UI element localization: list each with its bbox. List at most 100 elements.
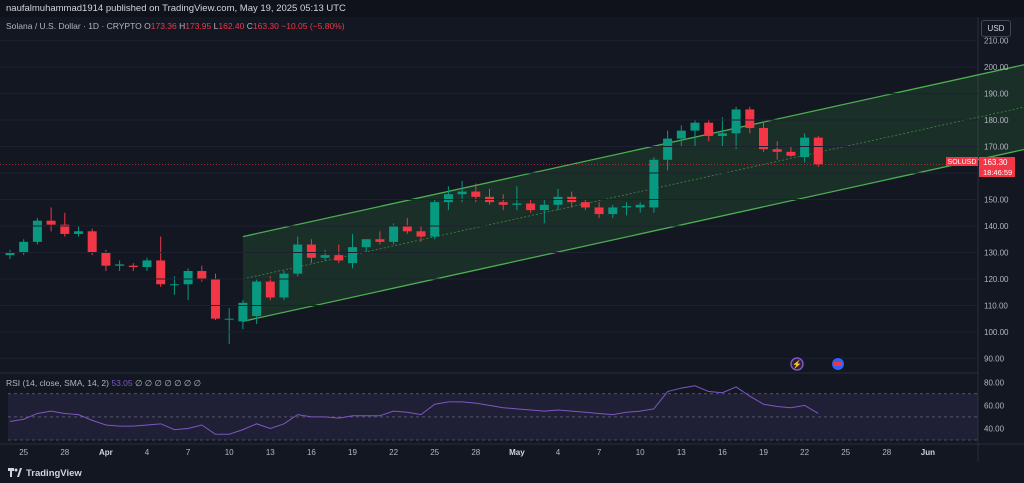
- rsi-value: 53.05: [111, 378, 133, 388]
- candle-body: [443, 194, 453, 203]
- event-icon-earnings[interactable]: [832, 358, 844, 370]
- candle-body: [197, 271, 207, 279]
- candle: [622, 202, 631, 216]
- candle-body: [649, 159, 659, 208]
- close-label: C: [246, 21, 253, 31]
- candle-body: [32, 220, 42, 242]
- price-axis[interactable]: 90.00 100.00 110.00 120.00 130.00 140.00 150.0…: [0, 37, 1009, 364]
- publish-info: naufalmuhammad1914 published on TradingV…: [6, 3, 346, 14]
- rsi-pane: 40.00 60.00 80.00: [8, 378, 1005, 441]
- last-price-tag: SOLUSD 163.30 18:46:59: [946, 157, 1015, 177]
- candle: [306, 239, 316, 264]
- time-tick-label: 25: [841, 448, 850, 457]
- candle: [430, 199, 440, 240]
- event-icon-dividend[interactable]: ⚡: [790, 357, 804, 371]
- rsi-legend[interactable]: RSI (14, close, SMA, 14, 2) 53.05 ∅ ∅ ∅ …: [6, 378, 201, 389]
- candle-body: [169, 284, 179, 286]
- time-tick-label: 22: [800, 448, 809, 457]
- channel-upper-line: [242, 64, 1024, 238]
- candle-body: [608, 207, 618, 215]
- price-tick-label: 180.00: [984, 116, 1009, 125]
- candle: [361, 239, 371, 253]
- candle-body: [635, 204, 645, 208]
- candle-body: [306, 244, 316, 258]
- candle: [101, 249, 111, 272]
- candle: [211, 273, 220, 321]
- time-tick-label: 10: [225, 448, 234, 457]
- brand-name: TradingView: [26, 467, 82, 479]
- price-tick-label: 190.00: [984, 90, 1009, 99]
- currency-button[interactable]: USD: [981, 20, 1011, 37]
- candle: [128, 263, 138, 272]
- rsi-tick-label: 40.00: [984, 424, 1005, 433]
- candle: [772, 141, 782, 160]
- price-tick-label: 200.00: [984, 63, 1009, 72]
- candle-body: [800, 137, 810, 158]
- time-tick-label: May: [509, 448, 525, 457]
- candle-body: [156, 260, 166, 285]
- candle-body: [389, 225, 399, 242]
- candle: [74, 225, 83, 237]
- candle: [635, 202, 645, 213]
- candle-body: [74, 231, 83, 234]
- tradingview-logo-icon: [8, 468, 22, 477]
- candle-body: [211, 278, 220, 319]
- candle-body: [46, 220, 56, 225]
- candle: [649, 157, 659, 213]
- price-tick-label: 170.00: [984, 143, 1009, 152]
- candle-body: [320, 255, 330, 258]
- symbol-title[interactable]: Solana / U.S. Dollar · 1D · CRYPTO: [6, 21, 142, 31]
- tradingview-logo[interactable]: TradingView: [8, 467, 82, 479]
- high-value: 173.95: [185, 21, 212, 31]
- time-tick-label: 28: [60, 448, 69, 457]
- candle-body: [759, 127, 768, 150]
- time-tick-label: 28: [471, 448, 480, 457]
- candle: [731, 106, 741, 150]
- candle: [526, 199, 536, 213]
- candle: [183, 268, 193, 301]
- time-tick-label: 16: [307, 448, 316, 457]
- candle-body: [252, 281, 262, 317]
- price-tick-label: 210.00: [984, 37, 1009, 46]
- candle: [608, 204, 618, 219]
- channel-lower-line: [242, 148, 1024, 322]
- time-tick-label: 19: [759, 448, 768, 457]
- candle-body: [293, 244, 303, 274]
- candle: [512, 186, 522, 211]
- candle-body: [416, 231, 426, 237]
- change-value: −10.05 (−5.80%): [281, 21, 345, 31]
- candle-body: [265, 281, 275, 298]
- candle-body: [279, 273, 289, 298]
- time-axis[interactable]: 25 28 Apr 4 7 10 13 16 19 22 25 28 May 4 7 10 13 16 19 22 25…: [19, 448, 935, 457]
- candle-body: [663, 138, 673, 160]
- candle-body: [238, 302, 248, 322]
- footer-bar: [0, 462, 1024, 483]
- candle-body: [115, 264, 125, 266]
- regression-channel[interactable]: [242, 62, 1024, 322]
- candle: [800, 133, 810, 163]
- candle: [115, 260, 125, 272]
- low-value: 162.40: [218, 21, 245, 31]
- candle-body: [375, 239, 385, 242]
- candle-body: [731, 109, 741, 134]
- candle-body: [704, 122, 714, 136]
- time-tick-label: Jun: [921, 448, 935, 457]
- candle-body: [334, 255, 344, 261]
- candle: [32, 218, 42, 245]
- price-tag-symbol: SOLUSD: [948, 159, 977, 166]
- svg-text:⚡: ⚡: [792, 359, 802, 369]
- candle: [348, 233, 357, 269]
- candle: [46, 207, 56, 232]
- candle-body: [498, 202, 508, 205]
- candle-body: [402, 225, 412, 232]
- price-tag-price: 163.30: [983, 158, 1008, 167]
- candle: [594, 202, 604, 219]
- candle-body: [786, 151, 796, 156]
- candle: [786, 146, 796, 158]
- candle-body: [60, 224, 70, 234]
- candle-body: [224, 318, 234, 320]
- price-tick-label: 120.00: [984, 275, 1009, 284]
- candle-body: [622, 206, 631, 208]
- rsi-line: [9, 385, 819, 435]
